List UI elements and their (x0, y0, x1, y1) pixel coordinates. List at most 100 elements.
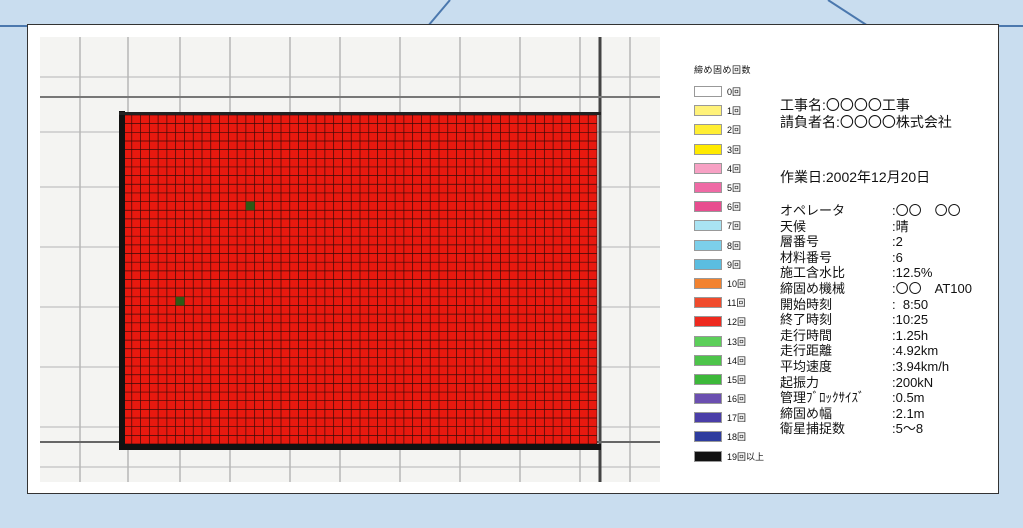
legend-item: 3回 (694, 140, 794, 159)
compaction-grid-drawing (40, 37, 660, 482)
legend-label: 14回 (727, 355, 747, 366)
detail-value: :200kN (892, 374, 934, 390)
legend-item: 4回 (694, 159, 794, 178)
legend-item: 16回 (694, 389, 794, 408)
work-date: 作業日:2002年12月20日 (780, 169, 931, 185)
detail-key: 層番号 (780, 234, 820, 250)
detail-key: 平均速度 (780, 358, 833, 374)
legend-item: 11回 (694, 293, 794, 312)
detail-key: 終了時刻 (780, 312, 833, 328)
compaction-map (40, 37, 660, 482)
detail-value: :2 (892, 234, 903, 250)
detail-key: 走行距離 (780, 343, 833, 359)
legend-swatch (694, 258, 722, 270)
detail-key: 天候 (780, 218, 807, 234)
legend-item: 10回 (694, 274, 794, 293)
legend-swatch (694, 373, 722, 385)
legend-swatch (694, 182, 722, 194)
project-name: 工事名:〇〇〇〇工事 (780, 97, 910, 113)
legend-swatch (694, 393, 722, 405)
detail-row: 走行時間 :1.25h (780, 328, 995, 344)
legend-swatch (694, 143, 722, 155)
detail-key: オペレータ (780, 203, 846, 218)
legend-label: 19回以上 (727, 451, 765, 462)
detail-row: 走行距離 :4.92km (780, 343, 995, 359)
legend-item: 15回 (694, 370, 794, 389)
detail-key: 管理ﾌﾞﾛｯｸｻｲｽﾞ (780, 390, 865, 406)
legend-swatch (694, 277, 722, 289)
legend-item: 2回 (694, 120, 794, 139)
legend-item: 8回 (694, 236, 794, 255)
legend-label: 18回 (727, 432, 747, 443)
legend-swatch (694, 105, 722, 117)
detail-value: :〇〇 〇〇 (892, 203, 961, 218)
legend-label: 13回 (727, 336, 747, 347)
legend-label: 10回 (727, 278, 747, 289)
detail-key: 開始時刻 (780, 296, 833, 312)
legend-swatch (694, 316, 722, 328)
legend-item: 1回 (694, 101, 794, 120)
legend-item: 14回 (694, 351, 794, 370)
detail-row: 締固め幅 :2.1m (780, 406, 995, 422)
detail-row: 管理ﾌﾞﾛｯｸｻｲｽﾞ:0.5m (780, 390, 995, 406)
contractor-name: 請負者名:〇〇〇〇株式会社 (780, 114, 952, 130)
detail-value: :3.94km/h (892, 358, 950, 374)
detail-value: :晴 (892, 218, 909, 234)
detail-key: 衛星捕捉数 (780, 421, 846, 437)
detail-row: 締固め機械 :〇〇 AT100 (780, 281, 995, 297)
legend-label: 7回 (727, 221, 742, 232)
legend-item: 17回 (694, 408, 794, 427)
detail-value: : 8:50 (892, 296, 929, 312)
legend-swatch (694, 220, 722, 232)
legend-item: 19回以上 (694, 447, 794, 466)
detail-row: 平均速度 :3.94km/h (780, 359, 995, 375)
legend-label: 12回 (727, 317, 747, 328)
legend-label: 15回 (727, 374, 747, 385)
detail-value: :〇〇 AT100 (892, 280, 972, 296)
legend-item: 5回 (694, 178, 794, 197)
legend-title: 締め固め回数 (694, 65, 752, 75)
detail-value: :6 (892, 249, 903, 265)
detail-key: 材料番号 (780, 249, 833, 265)
detail-key: 締固め幅 (780, 405, 833, 421)
legend-item: 13回 (694, 331, 794, 350)
legend-label: 3回 (727, 144, 742, 155)
detail-row: 終了時刻 :10:25 (780, 312, 995, 328)
legend-label: 9回 (727, 259, 742, 270)
detail-key: 施工含水比 (780, 265, 846, 281)
detail-row: 起振力 :200kN (780, 375, 995, 391)
detail-value: :5〜8 (892, 421, 924, 437)
detail-row: 層番号 :2 (780, 234, 995, 250)
legend-swatch (694, 431, 722, 443)
legend-label: 16回 (727, 394, 747, 405)
legend-label: 17回 (727, 413, 747, 424)
legend-swatch (694, 450, 722, 462)
legend-swatch (694, 335, 722, 347)
legend-label: 2回 (727, 125, 742, 136)
legend-label: 1回 (727, 106, 742, 117)
detail-row: 材料番号 :6 (780, 250, 995, 266)
detail-value: :4.92km (892, 343, 939, 359)
detail-key: 締固め機械 (780, 280, 846, 296)
legend-swatch (694, 412, 722, 424)
legend-label: 8回 (727, 240, 742, 251)
detail-value: :2.1m (892, 405, 925, 421)
detail-row: 衛星捕捉数 :5〜8 (780, 421, 995, 437)
work-info: 工事名:〇〇〇〇工事 請負者名:〇〇〇〇株式会社 作業日:2002年12月20日… (780, 97, 995, 437)
legend-items: 0回 1回 2回 3回 4回 5回 6回 7回 8回 9回 10回 11回 12回 13回 14回 15回 16… (694, 82, 794, 466)
detail-key: 起振力 (780, 374, 820, 390)
legend-swatch (694, 201, 722, 213)
compaction-count-legend: 締め固め回数 0回 1回 2回 3回 4回 5回 6回 7回 8回 9回 10回 11回 12回 13回 1… (694, 63, 794, 466)
legend-label: 5回 (727, 183, 742, 194)
legend-item: 12回 (694, 312, 794, 331)
compaction-grid-cells (119, 111, 601, 450)
compaction-report-panel: 締め固め回数 0回 1回 2回 3回 4回 5回 6回 7回 8回 9回 10回 11回 12回 13回 1… (27, 24, 999, 494)
legend-label: 11回 (727, 298, 746, 309)
detail-key: 走行時間 (780, 327, 833, 343)
detail-value: :10:25 (892, 312, 929, 328)
detail-row: オペレータ :〇〇 〇〇 (780, 203, 995, 219)
legend-label: 4回 (727, 163, 742, 174)
detail-value: :1.25h (892, 327, 929, 343)
legend-item: 0回 (694, 82, 794, 101)
legend-label: 6回 (727, 202, 742, 213)
